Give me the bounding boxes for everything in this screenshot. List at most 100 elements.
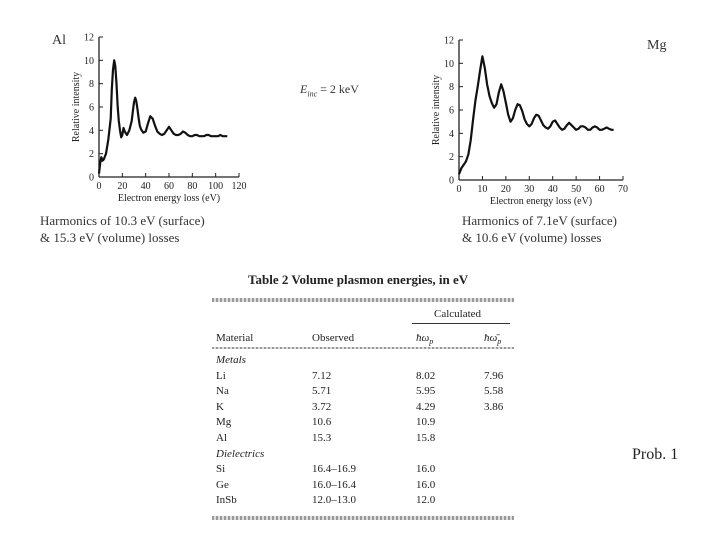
table-cell-calc-1: 5.95	[416, 385, 436, 398]
mg-y-tick-label: 8	[449, 82, 454, 93]
incident-energy-subscript: inc	[307, 89, 318, 99]
table-cell-observed: 16.0–16.4	[312, 478, 356, 491]
al-loss-spectrum-chart: 0 20 40 60 80 100 120 0 2 4 6 8 10 12 Electron energy …	[71, 33, 247, 205]
table-header-observed: Observed	[312, 332, 355, 344]
table-cell-material: Dielectrics	[216, 447, 265, 460]
mg-y-tick-label: 4	[449, 129, 454, 140]
mg-x-tick-label: 60	[595, 184, 605, 195]
table-cell-calc-1: 8.02	[416, 369, 436, 382]
table-cell-material: K	[216, 400, 224, 413]
table-cell-calc-1: 16.0	[416, 463, 436, 476]
table-cell-calc-2: 7.96	[484, 369, 504, 382]
mg-x-tick-label: 10	[477, 184, 487, 195]
table-row: InSb 12.0–13.0 12.0	[212, 494, 514, 508]
table-row: Al 15.3 15.8	[212, 432, 514, 446]
table-cell-material: Na	[216, 385, 229, 398]
mg-y-tick-label: 0	[449, 176, 454, 187]
mg-x-tick-label: 30	[524, 184, 534, 195]
table-cell-calc-1: 10.9	[416, 416, 436, 429]
table-row: Si 16.4–16.9 16.0	[212, 463, 514, 477]
table-header-calc-2-subscript: p	[497, 337, 502, 347]
table-cell-calc-1: 4.29	[416, 400, 436, 413]
table-title: Table 2 Volume plasmon energies, in eV	[248, 272, 469, 287]
table-cell-calc-1: 16.0	[416, 478, 436, 491]
al-x-tick-label: 100	[208, 181, 223, 192]
al-x-tick-label: 60	[164, 181, 174, 192]
incident-energy-label: Einc = 2 keV	[300, 82, 359, 98]
al-y-tick-label: 4	[89, 126, 94, 137]
table-calculated-rule	[412, 323, 510, 324]
incident-energy-value: = 2 keV	[317, 82, 359, 96]
mg-x-tick-label: 50	[571, 184, 581, 195]
mg-y-axis-title: Relative intensity	[431, 75, 442, 145]
al-y-tick-label: 6	[89, 103, 94, 114]
al-x-tick-label: 0	[97, 181, 102, 192]
mg-x-tick-label: 20	[501, 184, 511, 195]
table-cell-calc-2: 5.58	[484, 385, 504, 398]
table-cell-material: InSb	[216, 494, 237, 507]
problem-label: Prob. 1	[632, 446, 679, 463]
table-cell-calc-2: 3.86	[484, 400, 504, 413]
table-cell-material: Metals	[216, 354, 246, 366]
table-cell-observed: 12.0–13.0	[312, 494, 356, 507]
table-cell-observed: 15.3	[312, 432, 332, 444]
table-cell-observed: 5.71	[312, 385, 332, 398]
table-header-calc-1: ħωp	[416, 332, 433, 346]
mg-caption-line-2: & 10.6 eV (volume) losses	[462, 230, 602, 245]
table-header-calc-2: ħω̄p	[484, 332, 501, 346]
mg-x-tick-label: 40	[548, 184, 558, 195]
table-row: Mg 10.6 10.9	[212, 416, 514, 430]
table-header-calc-1-symbol: ħω	[416, 332, 430, 344]
mg-y-tick-label: 2	[449, 152, 454, 163]
al-x-tick-label: 120	[232, 181, 247, 192]
mg-caption-line-1: Harmonics of 7.1eV (surface)	[462, 213, 617, 228]
table-row: Dielectrics	[212, 448, 514, 462]
al-x-axis-title: Electron energy loss (eV)	[118, 193, 220, 204]
table-cell-calc-1: 15.8	[416, 432, 436, 444]
mg-x-tick-label: 70	[618, 184, 628, 195]
table-cell-material: Li	[216, 369, 226, 382]
al-caption: Harmonics of 10.3 eV (surface) & 15.3 eV…	[40, 212, 205, 246]
table-row: K 3.72 4.29 3.86	[212, 401, 514, 415]
mg-y-tick-label: 10	[444, 59, 454, 70]
al-y-axis-title: Relative intensity	[71, 72, 82, 142]
mg-label: Mg	[647, 38, 667, 53]
table-cell-calc-1: 12.0	[416, 494, 436, 507]
mg-spectrum-line	[457, 55, 614, 175]
al-y-tick-label: 12	[84, 33, 94, 44]
plasmon-energy-table: Table 2 Volume plasmon energies, in eV C…	[212, 272, 514, 528]
al-caption-line-1: Harmonics of 10.3 eV (surface)	[40, 213, 205, 228]
table-header-material: Material	[216, 332, 254, 344]
al-y-tick-label: 2	[89, 149, 94, 160]
table-cell-observed: 16.4–16.9	[312, 463, 356, 476]
al-x-tick-label: 40	[141, 181, 151, 192]
al-x-tick-label: 20	[117, 181, 127, 192]
al-y-tick-label: 10	[84, 56, 94, 67]
mg-y-tick-label: 6	[449, 106, 454, 117]
al-x-tick-label: 80	[187, 181, 197, 192]
incident-energy-symbol: E	[300, 82, 308, 96]
table-cell-material: Al	[216, 432, 227, 444]
al-caption-line-2: & 15.3 eV (volume) losses	[40, 230, 180, 245]
table-header-calc-2-symbol: ħω̄	[484, 332, 498, 344]
table-top-rule	[212, 298, 514, 302]
table-cell-observed: 3.72	[312, 400, 332, 413]
table-row: Metals	[212, 354, 514, 368]
al-label: Al	[52, 33, 66, 48]
table-cell-observed: 10.6	[312, 416, 332, 429]
mg-loss-spectrum-chart: 0 10 20 30 40 50 60 70 0 2 4 6 8 10 12 Electron energy …	[431, 36, 628, 208]
mg-x-axis-title: Electron energy loss (eV)	[490, 196, 592, 207]
al-spectrum-line	[97, 59, 228, 174]
table-header-rule	[212, 347, 514, 349]
al-y-tick-label: 0	[89, 173, 94, 184]
table-bottom-rule	[212, 516, 514, 520]
mg-x-tick-label: 0	[457, 184, 462, 195]
table-cell-material: Si	[216, 463, 226, 476]
mg-y-tick-label: 12	[444, 36, 454, 47]
table-header-calculated: Calculated	[434, 308, 482, 320]
table-cell-observed: 7.12	[312, 369, 332, 382]
table-row: Ge 16.0–16.4 16.0	[212, 479, 514, 493]
al-y-tick-label: 8	[89, 79, 94, 90]
table-header-calc-1-subscript: p	[429, 337, 434, 347]
table-cell-material: Ge	[216, 478, 229, 491]
